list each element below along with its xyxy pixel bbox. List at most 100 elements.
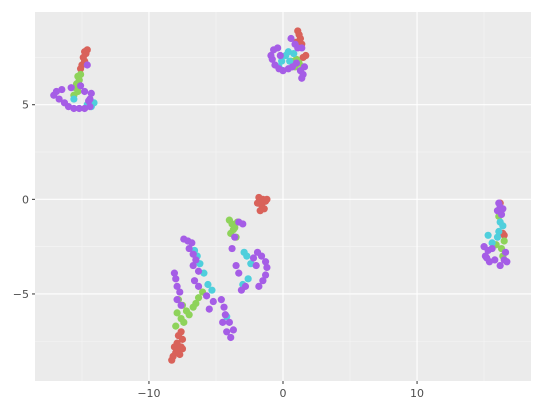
data-point	[170, 343, 179, 351]
data-point	[86, 103, 94, 111]
data-point	[185, 244, 193, 253]
data-point	[488, 239, 496, 247]
data-point	[178, 335, 187, 343]
data-point	[209, 297, 217, 306]
data-point	[278, 57, 286, 65]
data-point	[188, 239, 196, 247]
data-point	[219, 318, 227, 326]
data-point	[491, 256, 499, 264]
data-point	[173, 282, 181, 290]
data-point	[87, 89, 95, 97]
x-tick-label: 0	[280, 387, 287, 400]
data-point	[239, 220, 247, 228]
data-point	[261, 258, 270, 266]
data-point	[178, 345, 187, 353]
data-point	[172, 275, 180, 283]
data-point	[176, 350, 184, 359]
data-point	[255, 282, 263, 290]
data-point	[168, 356, 176, 364]
data-point	[499, 205, 507, 213]
data-point	[55, 95, 63, 103]
data-point	[261, 271, 270, 279]
data-point	[495, 227, 503, 236]
y-tick-label: 5	[22, 99, 29, 112]
data-point	[177, 301, 185, 309]
data-point	[189, 250, 197, 258]
data-point	[189, 261, 197, 270]
major-gridlines	[35, 12, 531, 381]
data-point	[244, 275, 252, 283]
data-point	[237, 286, 246, 294]
data-point	[249, 254, 258, 262]
data-point	[173, 296, 181, 304]
data-point	[228, 244, 236, 253]
data-point	[232, 261, 240, 270]
data-point	[256, 207, 264, 215]
data-point	[173, 309, 181, 317]
data-point	[223, 328, 231, 336]
data-point	[180, 318, 188, 326]
data-point	[76, 82, 85, 90]
data-point	[67, 84, 75, 92]
data-point	[50, 91, 58, 99]
data-point	[83, 61, 91, 69]
data-point	[501, 248, 510, 256]
data-point	[495, 199, 503, 207]
x-tick-label: −10	[137, 387, 160, 400]
data-point	[70, 104, 78, 113]
data-point	[497, 210, 506, 219]
y-tick-label: −5	[13, 288, 29, 301]
data-point	[75, 104, 83, 113]
data-point	[83, 46, 91, 54]
data-point	[202, 292, 211, 300]
series-group	[76, 27, 508, 364]
data-point	[190, 277, 199, 285]
data-point	[221, 311, 229, 319]
data-point	[85, 97, 93, 105]
data-point	[185, 311, 193, 319]
data-point	[225, 318, 233, 326]
data-point	[205, 305, 213, 313]
data-point	[292, 59, 301, 67]
x-tick-label: 10	[410, 387, 424, 400]
data-point	[488, 244, 496, 253]
data-point	[192, 299, 200, 308]
data-point	[208, 286, 216, 294]
data-point	[274, 44, 282, 52]
y-tick-label: 0	[22, 193, 29, 206]
axis-ticks	[32, 104, 418, 384]
data-point	[299, 53, 307, 62]
data-point	[170, 269, 179, 277]
data-point	[76, 70, 85, 79]
data-point	[194, 282, 203, 290]
data-point	[263, 263, 271, 272]
x-axis-tick-labels: −10 0 10	[137, 387, 424, 400]
data-point	[252, 261, 260, 270]
data-point	[194, 267, 203, 275]
data-point	[217, 296, 225, 304]
data-point	[176, 288, 184, 296]
y-axis-tick-labels: −5 0 5	[13, 99, 29, 301]
data-point	[220, 303, 228, 311]
data-point	[253, 248, 262, 256]
data-point	[204, 280, 212, 289]
data-point	[229, 226, 237, 234]
data-point	[81, 87, 89, 96]
data-points	[50, 27, 511, 364]
series-group	[50, 34, 511, 342]
data-point	[298, 44, 306, 52]
data-point	[231, 233, 239, 241]
data-point	[496, 261, 504, 270]
data-point	[290, 50, 298, 58]
data-point	[276, 51, 284, 60]
data-point	[229, 326, 237, 334]
data-point	[500, 231, 508, 239]
data-point	[172, 322, 180, 330]
data-point	[499, 222, 507, 230]
data-point	[76, 65, 85, 73]
data-point	[253, 199, 262, 207]
data-point	[268, 55, 276, 63]
data-point	[300, 63, 309, 71]
data-point	[493, 233, 502, 241]
